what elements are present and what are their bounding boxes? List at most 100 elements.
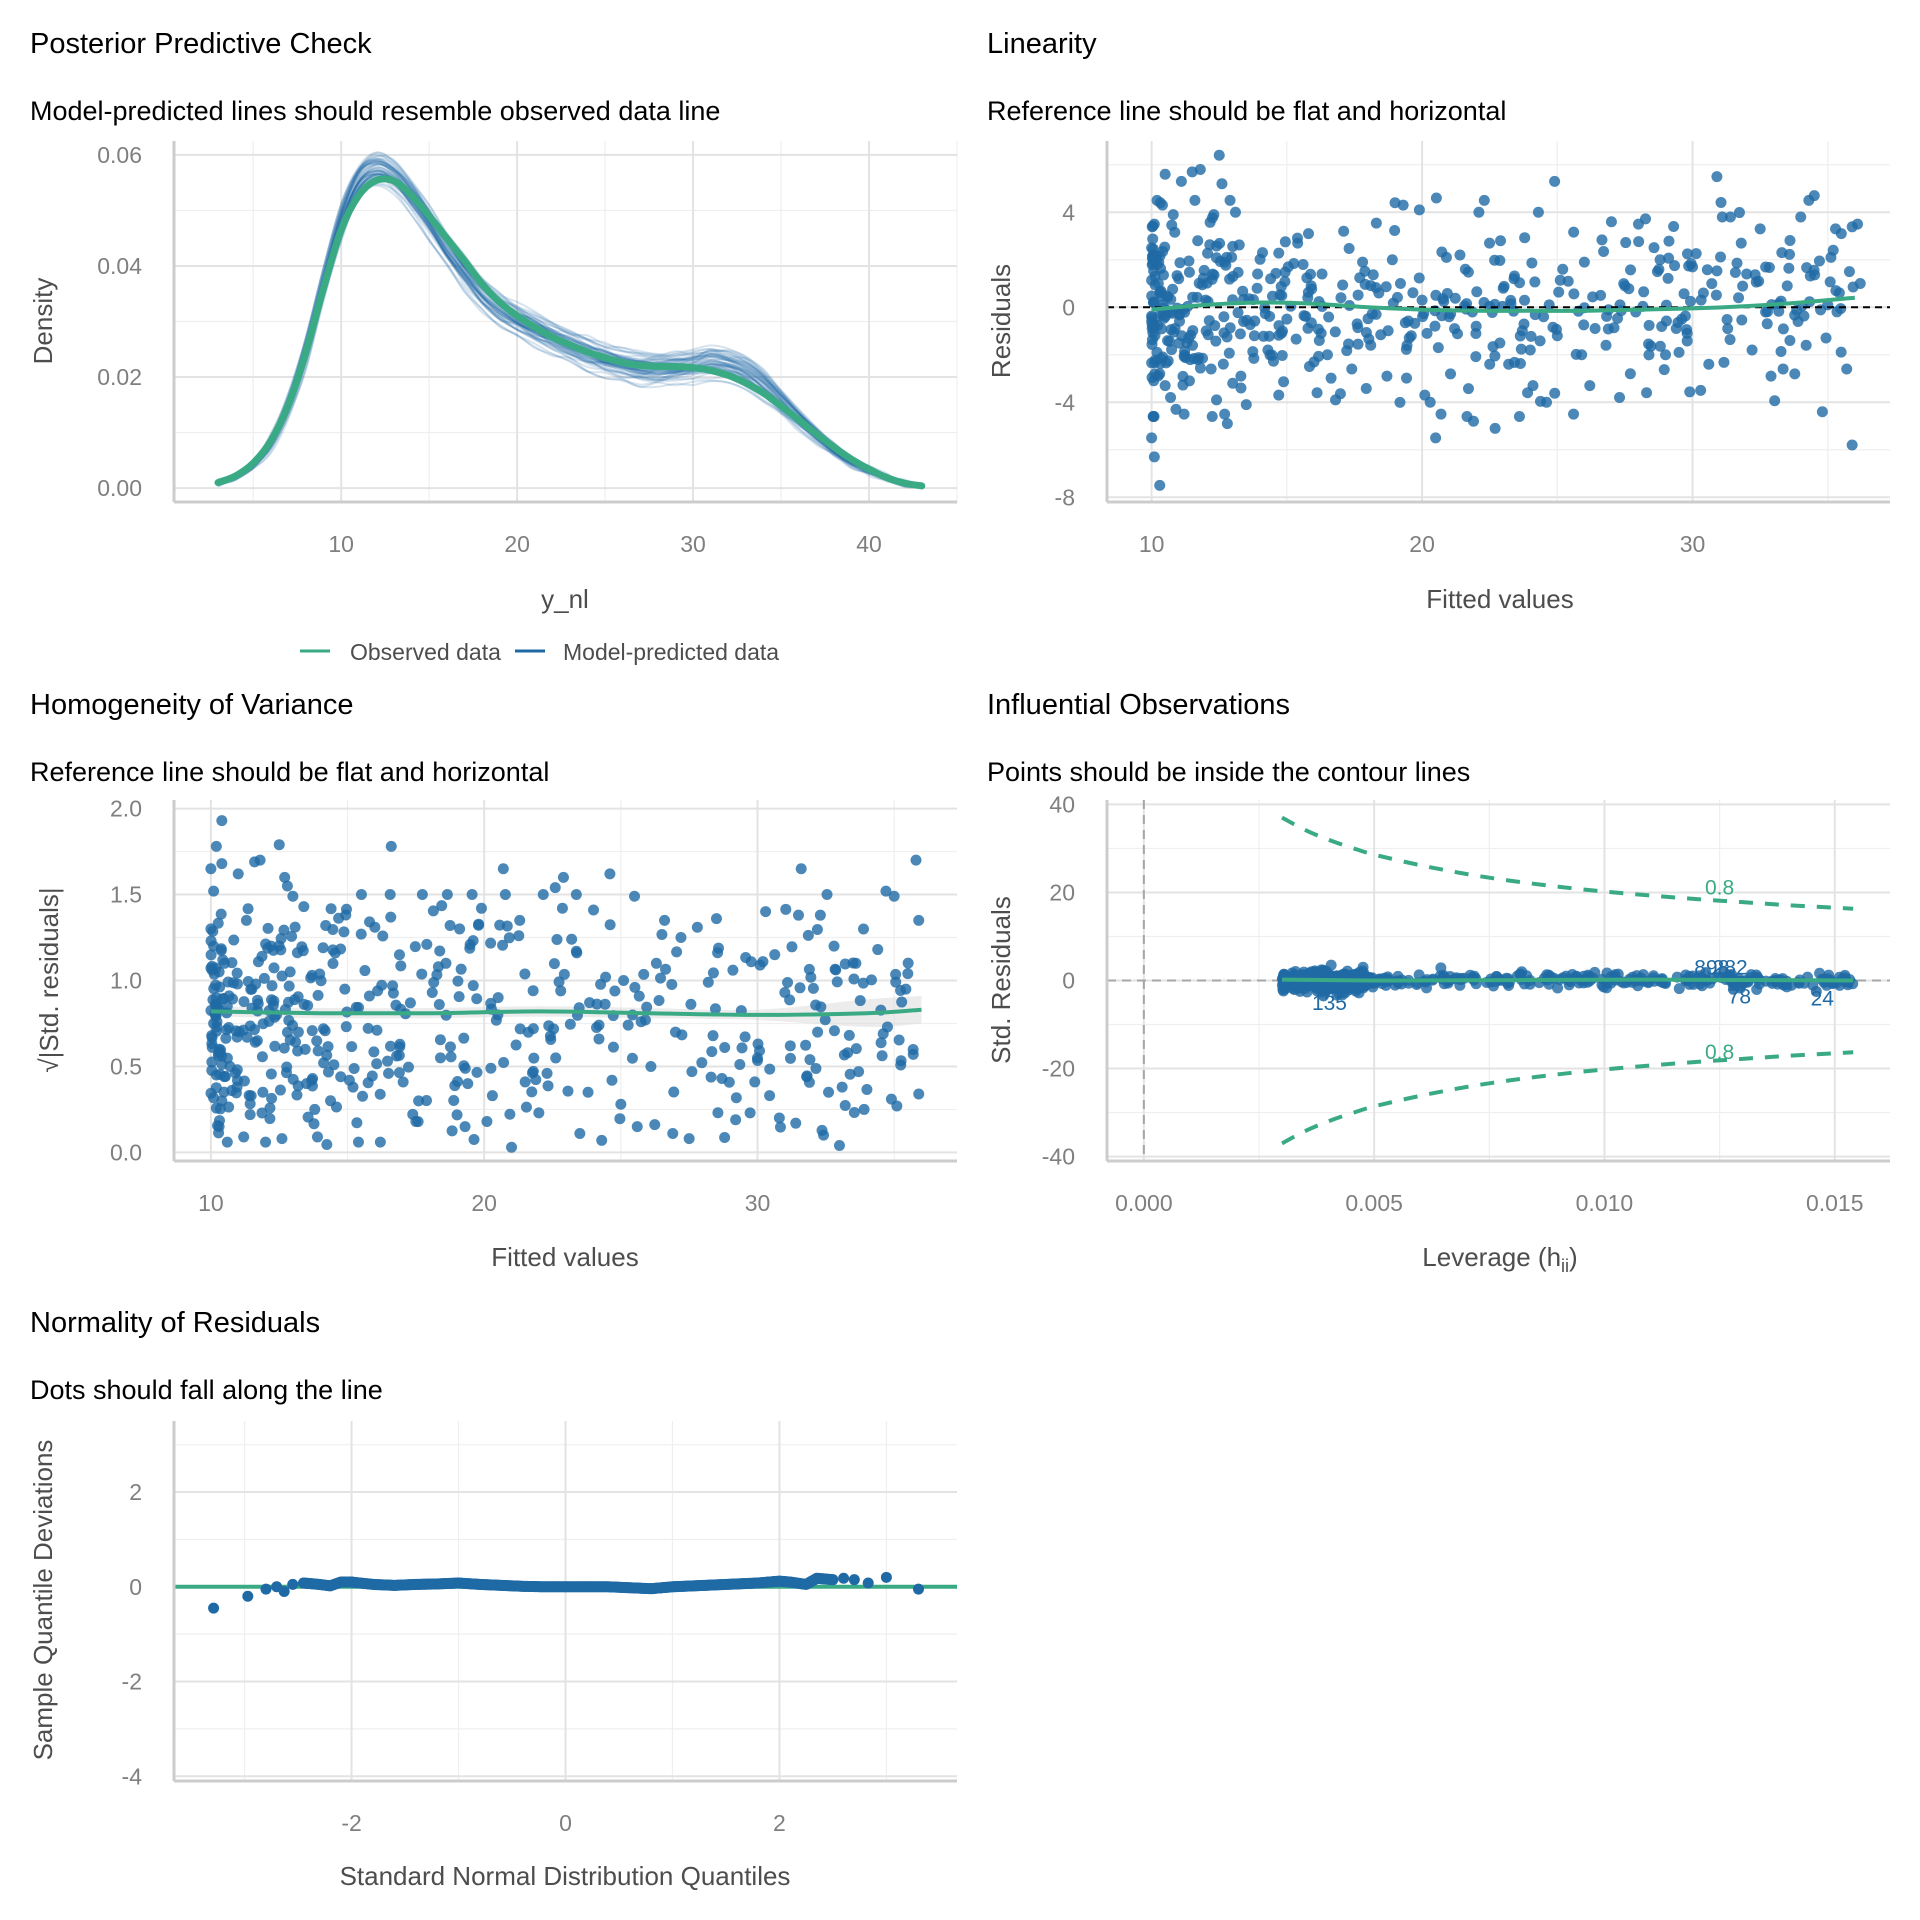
linearity-point	[1721, 313, 1733, 325]
homogeneity-ytick-label: 0.0	[110, 1139, 142, 1165]
homogeneity-point	[459, 1062, 471, 1074]
normality-xtick-label: -2	[341, 1810, 361, 1836]
linearity-point	[1270, 267, 1282, 279]
influential-xlabel-end: )	[1569, 1242, 1578, 1272]
linearity-point	[1234, 328, 1246, 340]
homogeneity-point	[454, 923, 466, 935]
linearity-point	[1235, 382, 1247, 394]
homogeneity-point	[322, 1066, 334, 1078]
linearity-point	[1596, 234, 1608, 246]
linearity-point	[1147, 220, 1159, 232]
homogeneity-point	[421, 938, 433, 950]
linearity-point	[1382, 325, 1394, 337]
linearity-point	[1484, 237, 1496, 249]
linearity-point	[1690, 248, 1702, 260]
linearity-point	[1846, 439, 1858, 451]
normality-point	[912, 1583, 924, 1595]
ppc-predicted-draw-line	[217, 153, 923, 487]
linearity-point	[1312, 323, 1324, 335]
linearity-point	[1681, 324, 1693, 336]
linearity-point	[1532, 206, 1544, 218]
linearity-point	[1354, 272, 1366, 284]
influential-point	[1673, 983, 1685, 995]
homogeneity-point	[325, 903, 337, 915]
normality-point	[838, 1572, 850, 1584]
homogeneity-point	[446, 1125, 458, 1137]
homogeneity-point	[629, 981, 641, 993]
linearity-point	[1683, 260, 1695, 272]
homogeneity-point	[769, 949, 781, 961]
linearity-point	[1360, 327, 1372, 339]
homogeneity-point	[520, 1101, 532, 1113]
influential-xlabel: Leverage (hii)	[1422, 1242, 1577, 1276]
homogeneity-point	[804, 1054, 816, 1066]
ppc-xlabel: y_nl	[541, 584, 589, 614]
linearity-point	[1825, 251, 1837, 263]
linearity-point	[1360, 383, 1372, 395]
homogeneity-point	[264, 1102, 276, 1114]
homogeneity-point	[702, 976, 714, 988]
homogeneity-point	[448, 1095, 460, 1107]
homogeneity-point	[249, 1036, 261, 1048]
homogeneity-point	[327, 923, 339, 935]
homogeneity-point	[712, 1107, 724, 1119]
homogeneity-point	[273, 839, 285, 851]
homogeneity-point	[322, 1041, 334, 1053]
linearity-point	[1673, 346, 1685, 358]
linearity-smooth-line	[1151, 295, 1855, 313]
homogeneity-point	[881, 1021, 893, 1033]
homogeneity-subtitle: Reference line should be flat and horizo…	[30, 757, 549, 787]
linearity-point	[1394, 278, 1406, 289]
homogeneity-point	[221, 1052, 233, 1064]
ppc-predicted-draw-line	[217, 151, 922, 487]
ppc-xtick-label: 20	[504, 531, 530, 557]
homogeneity-point	[251, 994, 263, 1006]
homogeneity-point	[283, 1014, 295, 1026]
panel-influential: Influential Observations Points should b…	[986, 689, 1890, 1276]
homogeneity-point	[238, 996, 250, 1008]
normality-point	[287, 1578, 299, 1590]
linearity-point	[1715, 196, 1727, 208]
homogeneity-ytick-label: 1.0	[110, 968, 142, 994]
linearity-point	[1291, 232, 1303, 244]
homogeneity-point	[287, 890, 299, 902]
homogeneity-point	[382, 1055, 394, 1067]
normality-xtick-label: 0	[559, 1810, 572, 1836]
homogeneity-point	[913, 914, 925, 926]
linearity-ytick-label: 0	[1062, 294, 1075, 320]
homogeneity-point	[857, 923, 869, 935]
linearity-point	[1352, 289, 1364, 301]
homogeneity-point	[848, 1106, 860, 1118]
linearity-point	[1668, 221, 1680, 232]
linearity-point	[1508, 270, 1520, 282]
homogeneity-point	[292, 1080, 304, 1092]
ppc-xtick-label: 40	[856, 531, 882, 557]
homogeneity-point	[734, 1058, 746, 1070]
linearity-point	[1662, 272, 1674, 284]
homogeneity-point	[445, 1051, 457, 1063]
homogeneity-point	[910, 854, 922, 866]
homogeneity-point	[211, 1016, 223, 1028]
legend-predicted-label: Model-predicted data	[563, 639, 779, 665]
homogeneity-ytick-label: 0.5	[110, 1053, 142, 1079]
homogeneity-point	[475, 902, 487, 914]
linearity-point	[1706, 278, 1718, 290]
linearity-point	[1633, 236, 1645, 248]
homogeneity-xtick-label: 30	[745, 1190, 771, 1216]
linearity-point	[1316, 268, 1328, 280]
homogeneity-point	[222, 976, 234, 988]
linearity-point	[1462, 383, 1474, 395]
normality-title: Normality of Residuals	[30, 1307, 320, 1339]
homogeneity-point	[719, 1131, 731, 1143]
linearity-point	[1154, 197, 1166, 209]
linearity-point	[1737, 280, 1749, 292]
homogeneity-point	[221, 1024, 233, 1036]
homogeneity-point	[671, 946, 683, 958]
homogeneity-point	[676, 1029, 688, 1041]
normality-ytick-label: -2	[122, 1669, 142, 1695]
influential-point	[1278, 968, 1290, 980]
homogeneity-point	[792, 909, 804, 921]
linearity-point	[1568, 408, 1580, 420]
linearity-xtick-label: 30	[1680, 531, 1706, 557]
homogeneity-point	[210, 840, 222, 852]
